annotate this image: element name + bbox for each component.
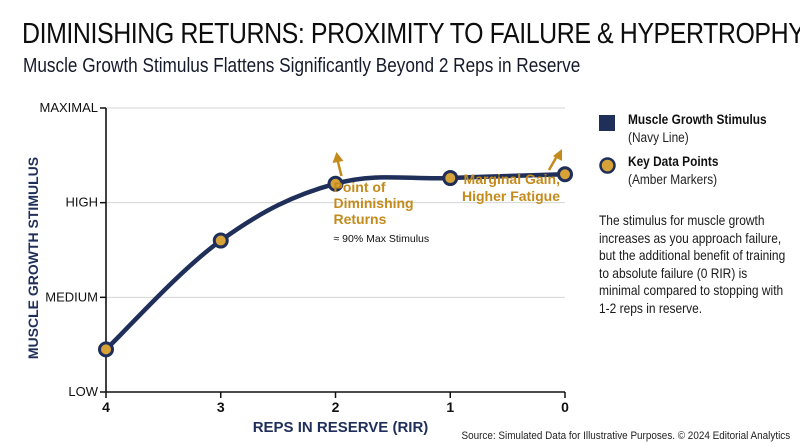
chart-subtitle: Muscle Growth Stimulus Flattens Signific… — [23, 55, 581, 77]
data-point — [327, 175, 344, 192]
x-tick-label: 3 — [217, 399, 225, 415]
y-tick-label: HIGH — [66, 195, 99, 210]
x-axis-label: REPS IN RESERVE (RIR) — [253, 419, 429, 436]
x-tick-label: 1 — [446, 399, 454, 415]
legend-label: Muscle Growth Stimulus — [628, 112, 767, 127]
annotation-text: Point of — [334, 179, 386, 195]
annotation-arrow — [336, 159, 343, 177]
x-tick-label: 0 — [561, 399, 569, 415]
x-tick-label: 4 — [102, 399, 110, 415]
y-tick-label: LOW — [68, 384, 98, 399]
annotation-arrowhead — [332, 152, 344, 163]
line-chart: LOW MEDIUM HIGH MAXIMAL 4 3 2 1 0 REPS IN RESERVE… — [25, 100, 573, 436]
legend-label: Key Data Points — [628, 154, 719, 169]
explanatory-note: The stimulus for muscle growth increases… — [599, 213, 786, 316]
annotation-text: Higher Fatigue — [462, 188, 560, 204]
data-point — [212, 232, 229, 249]
legend-sublabel: (Navy Line) — [628, 130, 689, 145]
source-credit: Source: Simulated Data for Illustrative … — [461, 430, 790, 442]
chart-title: DIMINISHING RETURNS: PROXIMITY TO FAILUR… — [22, 18, 800, 50]
y-axis-label: MUSCLE GROWTH STIMULUS — [25, 157, 41, 359]
legend-sublabel: (Amber Markers) — [628, 172, 718, 187]
y-tick-label: MEDIUM — [45, 289, 98, 304]
annotation-text: Diminishing — [334, 195, 414, 211]
annotation-text: Marginal Gain, — [464, 171, 560, 187]
data-point — [557, 166, 573, 183]
y-tick-label: MAXIMAL — [39, 100, 98, 115]
annotation-arrow — [547, 155, 559, 171]
annotation-subtext: ≈ 90% Max Stimulus — [334, 233, 430, 245]
data-point — [98, 341, 114, 358]
navy-square-icon — [599, 115, 615, 131]
amber-circle-icon — [599, 157, 616, 174]
annotation-arrowhead — [553, 149, 562, 161]
data-point — [442, 170, 459, 187]
x-tick-label: 2 — [332, 399, 340, 415]
annotation-text: Returns — [334, 211, 387, 227]
